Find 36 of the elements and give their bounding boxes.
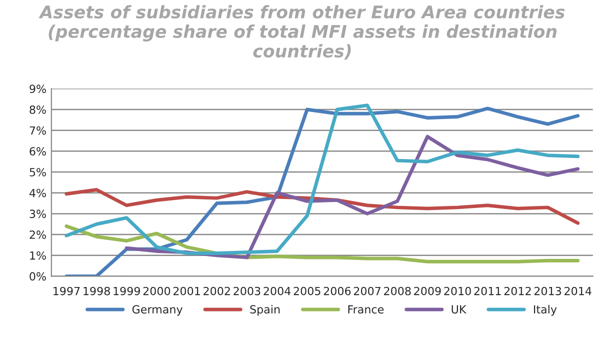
x-tick-label: 2011 [474,286,501,296]
y-tick-label: 9% [30,84,46,94]
y-tick-label: 2% [30,230,46,239]
y-tick-label: 6% [30,147,46,156]
x-tick-label: 2005 [294,286,320,296]
y-tick-label: 1% [30,251,46,260]
x-tick-label: 2007 [354,286,380,296]
x-tick-label: 2012 [504,286,531,296]
y-tick-label: 0% [30,272,46,281]
line-series [64,188,580,225]
line-series [64,224,580,264]
x-tick-label: 2013 [534,286,562,296]
x-tick-label: 1998 [84,286,110,296]
legend-label: Spain [250,304,280,316]
y-tick-label: 8% [30,105,46,114]
y-tick-label: 7% [30,126,46,135]
x-tick-label: 2009 [414,286,441,296]
legend-label: Germany [132,305,182,316]
y-tick-label: 5% [30,168,46,176]
x-tick-label: 2010 [444,286,471,296]
legend-label: Italy [534,304,557,316]
legend-label: France [348,305,384,314]
legend-label: UK [452,305,466,314]
x-tick-label: 2008 [384,286,411,296]
x-tick-label: 2003 [234,286,260,296]
x-tick-label: 1997 [54,286,80,296]
x-tick-label: 1999 [114,286,140,296]
x-tick-label: 2014 [564,286,592,296]
x-tick-label: 2001 [173,286,200,296]
x-tick-label: 2000 [143,286,170,296]
y-tick-label: 3% [30,210,46,218]
y-tick-label: 4% [29,188,46,198]
x-tick-label: 2004 [264,286,291,296]
chart-title: Assets of subsidiaries from other Euro Area countries (percentage share of total MFI assets in destination countries) [38,5,565,60]
x-tick-label: 2002 [204,286,230,296]
x-tick-label: 2006 [324,286,351,296]
